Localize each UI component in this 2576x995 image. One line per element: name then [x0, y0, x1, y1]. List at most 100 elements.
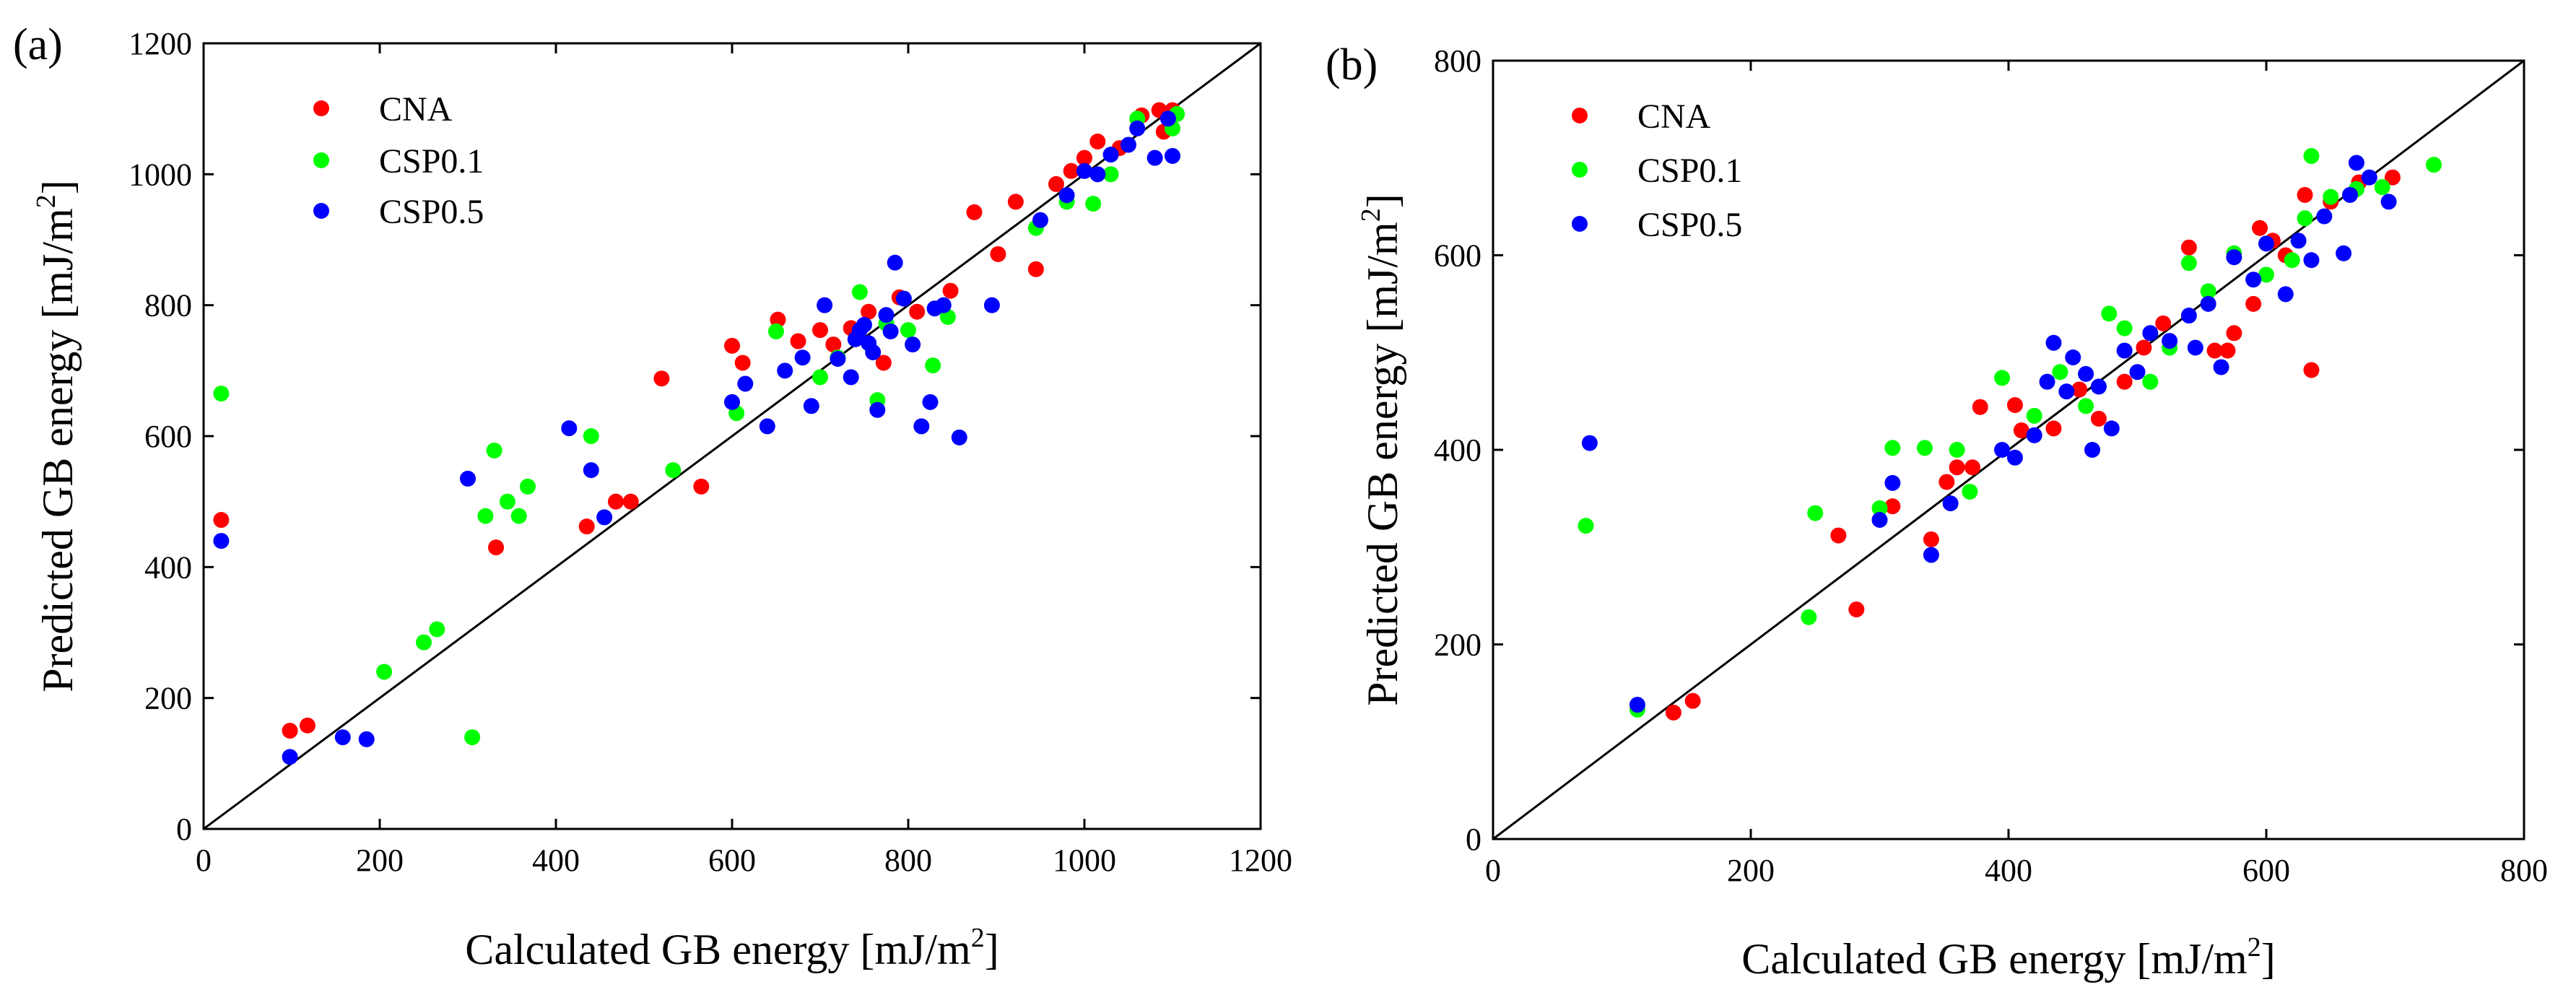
legend-label-csp01: CSP0.1 — [379, 142, 484, 181]
x-tick-label: 600 — [2242, 853, 2290, 888]
point-cna — [2090, 410, 2107, 427]
point-csp05 — [2226, 249, 2242, 266]
point-csp05 — [856, 316, 872, 333]
point-csp05 — [830, 351, 846, 368]
reference-line-a — [203, 42, 1261, 830]
point-csp05 — [2200, 295, 2216, 312]
y-axis-title-a-main: Predicted GB energy [mJ/m — [34, 208, 82, 692]
point-cna — [861, 303, 877, 320]
point-csp05 — [2342, 186, 2359, 203]
point-csp05 — [843, 369, 859, 386]
y-tick-label: 200 — [1434, 627, 1481, 663]
point-cna — [2297, 186, 2313, 203]
x-axis-title-a-main: Calculated GB energy [mJ/m — [465, 926, 970, 973]
point-csp05 — [803, 398, 819, 414]
point-cna — [1949, 459, 1965, 476]
point-csp01 — [1916, 440, 1933, 456]
point-cna — [1063, 162, 1079, 179]
point-cna — [734, 355, 751, 371]
point-csp05 — [2065, 349, 2081, 365]
point-cna — [909, 303, 926, 320]
point-csp05 — [2361, 169, 2377, 186]
point-csp05 — [895, 290, 912, 307]
point-csp01 — [499, 493, 515, 510]
point-cna — [2116, 373, 2133, 390]
point-csp05 — [1032, 212, 1048, 228]
point-csp01 — [376, 664, 393, 680]
point-csp05 — [759, 418, 775, 435]
x-tick-label: 400 — [1985, 853, 2032, 888]
point-cna — [488, 539, 505, 556]
point-csp01 — [2297, 210, 2313, 227]
point-cna — [2219, 342, 2236, 359]
point-cna — [693, 478, 710, 495]
point-cna — [2226, 325, 2242, 342]
point-csp05 — [2162, 333, 2178, 349]
point-cna — [1830, 527, 1847, 544]
point-csp05 — [2058, 383, 2075, 400]
point-csp05 — [2303, 252, 2320, 269]
point-cna — [1076, 149, 1092, 166]
point-cna — [966, 204, 983, 220]
point-csp05 — [935, 297, 952, 313]
y-axis-title-b-end: ] — [1359, 194, 1406, 208]
point-cna — [2245, 295, 2262, 312]
point-csp05 — [1159, 110, 1176, 127]
legend-marker-cna — [313, 100, 329, 116]
x-tick-label: 1000 — [1053, 843, 1116, 878]
point-cna — [213, 512, 230, 529]
point-cna — [622, 493, 639, 510]
legend-marker-csp05 — [1572, 216, 1588, 232]
point-csp05 — [334, 729, 351, 746]
ticks-b: 0 200 400 600 800 0 200 400 600 800 — [1434, 43, 2548, 888]
point-csp05 — [1884, 474, 1901, 491]
point-csp05 — [1629, 697, 1645, 713]
points-a — [213, 102, 1185, 765]
point-csp01 — [519, 478, 536, 495]
point-csp05 — [922, 394, 939, 410]
point-csp05 — [724, 394, 740, 410]
point-csp01 — [416, 634, 432, 651]
point-cna — [1938, 474, 1955, 490]
point-csp01 — [2303, 148, 2320, 165]
point-cna — [1684, 692, 1701, 709]
point-csp05 — [561, 420, 578, 437]
point-csp05 — [794, 349, 811, 366]
point-cna — [1007, 194, 1024, 210]
y-tick-label: 400 — [144, 549, 192, 585]
point-csp05 — [1146, 149, 1163, 166]
point-csp05 — [2026, 427, 2042, 443]
point-csp01 — [1994, 370, 2011, 386]
point-csp05 — [596, 509, 613, 526]
point-cna — [942, 282, 959, 299]
point-csp05 — [1994, 442, 2011, 458]
point-csp05 — [737, 375, 754, 392]
x-tick-label: 200 — [1727, 853, 1775, 888]
point-cna — [1048, 175, 1064, 192]
point-cna — [1665, 704, 1681, 721]
point-csp05 — [2316, 208, 2333, 225]
point-cna — [2252, 220, 2268, 236]
point-csp01 — [2323, 188, 2339, 205]
point-csp01 — [812, 369, 828, 386]
x-tick-label: 0 — [196, 843, 212, 878]
point-csp05 — [2090, 378, 2107, 395]
point-csp01 — [1962, 483, 1978, 500]
point-csp01 — [1085, 196, 1102, 212]
point-csp01 — [665, 462, 682, 479]
x-axis-title-a-end: ] — [985, 926, 999, 973]
point-csp05 — [951, 429, 967, 446]
x-axis-title-b: Calculated GB energy [mJ/m2] — [1741, 932, 2275, 983]
x-axis-title-a: Calculated GB energy [mJ/m2] — [465, 923, 998, 973]
point-csp01 — [2374, 179, 2390, 196]
y-tick-label: 800 — [144, 288, 192, 323]
point-cna — [607, 493, 624, 510]
y-tick-label: 0 — [176, 812, 192, 847]
point-csp01 — [2180, 255, 2197, 271]
point-cna — [2013, 422, 2029, 439]
point-csp05 — [1129, 120, 1146, 136]
point-csp05 — [1165, 147, 1180, 164]
y-tick-label: 0 — [1466, 822, 1481, 857]
point-csp01 — [2142, 373, 2159, 390]
